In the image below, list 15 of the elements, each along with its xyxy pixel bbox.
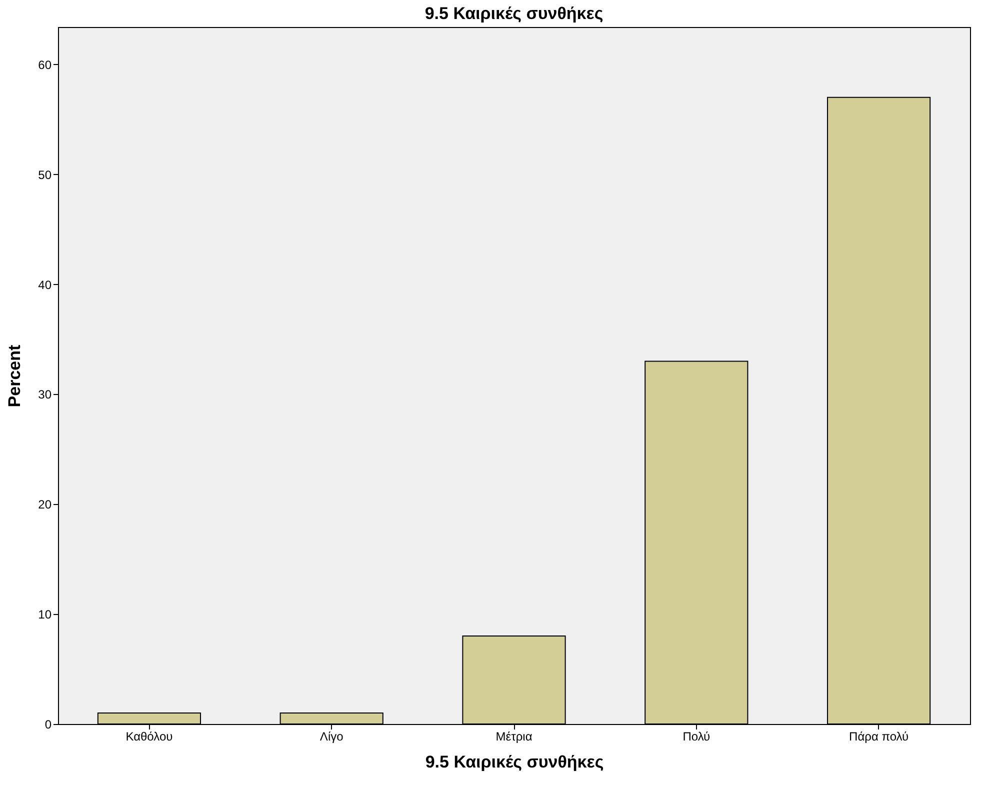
y-tick-label: 60 <box>38 58 52 72</box>
y-axis-title: Percent <box>5 344 24 408</box>
x-tick-label: Πολύ <box>682 730 710 744</box>
x-tick-label: Μέτρια <box>496 730 532 744</box>
x-tick-label: Καθόλου <box>126 730 173 744</box>
y-tick-label: 30 <box>38 388 52 402</box>
y-tick-label: 20 <box>38 498 52 512</box>
y-tick-label: 40 <box>38 278 52 292</box>
y-tick-label: 50 <box>38 168 52 182</box>
x-tick-label: Λίγο <box>320 730 344 744</box>
chart-title: 9.5 Καιρικές συνθήκες <box>424 4 604 23</box>
x-tick-label: Πάρα πολύ <box>849 730 909 744</box>
x-axis-title: 9.5 Καιρικές συνθήκες <box>425 752 604 772</box>
y-tick-label: 10 <box>38 608 52 622</box>
y-tick-label: 0 <box>44 718 52 732</box>
